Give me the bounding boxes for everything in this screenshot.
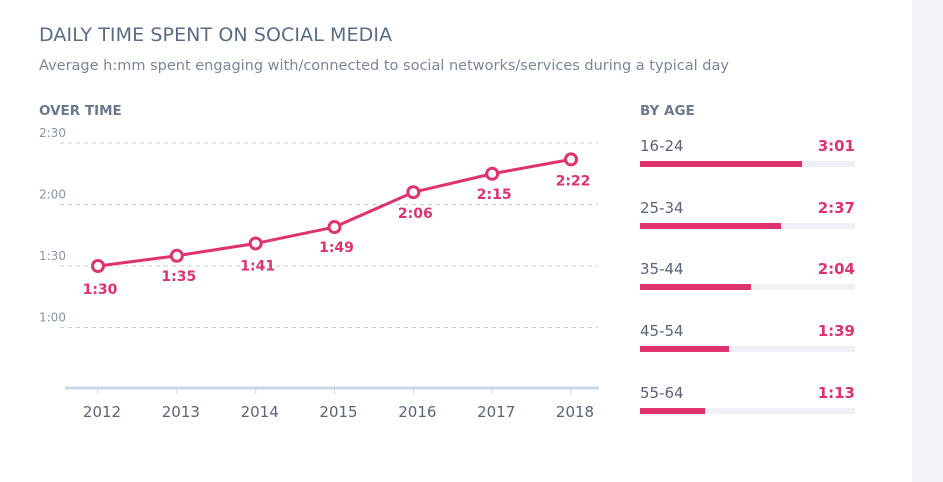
data-point — [169, 248, 184, 263]
x-tick-label: 2017 — [477, 403, 515, 421]
x-tick-label: 2016 — [398, 403, 436, 421]
data-label: 2:15 — [477, 187, 512, 203]
age-bar — [640, 223, 781, 229]
age-label: 55-64 — [640, 384, 684, 402]
x-tick-label: 2014 — [241, 403, 279, 421]
right-edge-panel — [912, 0, 943, 482]
age-value: 1:39 — [817, 322, 855, 340]
data-point — [564, 152, 578, 167]
y-tick-label: 1:00 — [39, 311, 66, 325]
y-tick-label: 2:00 — [39, 188, 66, 202]
data-point — [485, 166, 500, 181]
age-value: 3:01 — [817, 137, 855, 155]
x-tick-label: 2013 — [162, 403, 200, 421]
age-row: 45-54 1:39 — [640, 322, 855, 362]
data-label: 1:41 — [240, 258, 275, 274]
x-tick-label: 2015 — [319, 403, 357, 421]
age-row: 25-34 2:37 — [640, 199, 855, 239]
y-tick-label: 2:30 — [39, 126, 66, 140]
data-point — [327, 220, 342, 235]
age-row: 35-44 2:04 — [640, 260, 855, 300]
age-bar — [640, 408, 706, 414]
data-label: 2:22 — [556, 173, 591, 189]
over-time-label: OVER TIME — [39, 103, 122, 119]
x-tick-label: 2012 — [83, 403, 121, 421]
age-bar — [640, 284, 752, 290]
age-bar-track — [640, 346, 855, 352]
data-point — [91, 259, 105, 273]
data-label: 2:06 — [398, 206, 433, 222]
age-bar-track — [640, 408, 855, 414]
age-label: 16-24 — [640, 137, 684, 155]
age-label: 35-44 — [640, 260, 684, 278]
chart-subtitle: Average h:mm spent engaging with/connect… — [39, 58, 729, 74]
data-label: 1:30 — [83, 282, 118, 298]
data-point — [406, 185, 421, 200]
age-value: 2:37 — [817, 199, 855, 217]
by-age-label: BY AGE — [640, 103, 695, 119]
y-tick-label: 1:30 — [39, 249, 66, 263]
data-point — [248, 236, 263, 251]
age-label: 45-54 — [640, 322, 684, 340]
data-label: 1:35 — [161, 269, 196, 285]
age-label: 25-34 — [640, 199, 684, 217]
age-bar — [640, 346, 729, 352]
age-value: 2:04 — [817, 260, 855, 278]
age-bar-track — [640, 223, 855, 229]
age-bar-track — [640, 284, 855, 290]
age-row: 16-24 3:01 — [640, 137, 855, 177]
data-label: 1:49 — [319, 240, 354, 256]
age-bar — [640, 161, 803, 167]
chart-title: DAILY TIME SPENT ON SOCIAL MEDIA — [39, 24, 393, 46]
age-value: 1:13 — [817, 384, 855, 402]
age-row: 55-64 1:13 — [640, 384, 855, 424]
age-bar-track — [640, 161, 855, 167]
x-tick-label: 2018 — [556, 403, 594, 421]
